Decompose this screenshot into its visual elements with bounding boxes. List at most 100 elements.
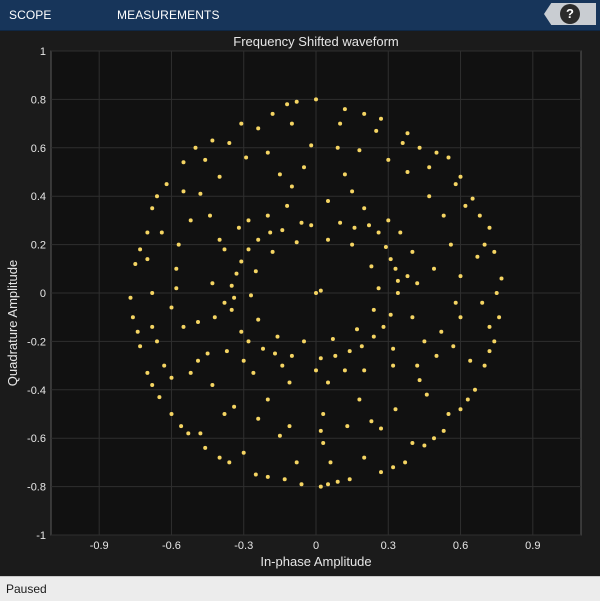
data-point [355,327,359,332]
data-point [229,283,234,288]
data-point [434,150,439,155]
data-point [371,307,376,312]
data-point [174,266,179,271]
data-point [256,126,261,131]
data-point [150,324,155,329]
data-point [256,416,261,421]
data-point [427,194,432,199]
data-point [314,291,318,295]
data-point [198,191,203,196]
x-tick-label: 0.9 [525,540,540,552]
data-point [342,107,347,112]
data-point [205,351,210,356]
data-point [294,240,299,245]
data-point [499,276,504,281]
data-point [388,312,393,317]
data-point [234,271,239,276]
data-point [441,213,446,218]
data-point [473,387,477,392]
data-point [386,218,391,223]
help-icon[interactable]: ? [560,4,580,24]
data-point [342,368,347,373]
data-point [328,460,333,465]
data-point [357,148,362,153]
data-point [434,353,439,358]
data-point [405,274,410,279]
data-point [222,412,227,416]
data-point [181,160,186,165]
y-tick-label: 0.2 [31,240,46,252]
data-point [410,249,415,254]
y-tick-label: -0.8 [27,482,46,494]
x-tick-label: 0 [313,540,319,552]
data-point [480,300,485,305]
data-point [159,230,164,235]
tab-scope[interactable]: SCOPE [9,8,52,22]
data-point [497,315,502,320]
data-point [417,378,422,383]
data-point [395,278,400,283]
data-point [246,218,251,223]
data-point [285,102,290,107]
data-point [326,237,330,242]
data-point [210,383,215,387]
data-point [482,363,487,368]
data-point [362,455,367,460]
data-point [432,266,436,271]
data-point [294,99,299,104]
data-point [374,128,379,133]
data-point [451,344,456,349]
data-point [265,213,270,218]
data-point [369,419,374,424]
status-text: Paused [6,582,47,596]
data-point [186,431,191,436]
y-tick-label: -0.4 [27,385,46,397]
data-point [453,182,458,187]
data-point [352,225,357,230]
data-points [128,97,504,489]
data-point [453,300,458,305]
data-point [468,358,473,363]
data-point [265,397,270,402]
data-point [217,174,222,179]
data-point [458,274,463,279]
x-tick-label: 0.3 [381,540,396,552]
tab-measurements[interactable]: MEASUREMENTS [117,8,220,22]
data-point [133,262,138,266]
data-point [244,155,249,160]
y-axis-label: Quadrature Amplitude [5,260,20,386]
data-point [342,172,347,177]
data-point [239,259,244,264]
data-point [318,484,323,489]
data-point [458,315,463,320]
data-point [275,334,280,339]
data-point [410,441,415,445]
y-tick-label: -0.6 [27,433,46,445]
data-point [321,412,326,416]
data-point [367,223,371,228]
data-point [347,349,352,354]
data-point [487,324,492,329]
data-point [198,431,203,436]
y-tick-label: 0.6 [31,143,46,155]
data-point [338,220,343,225]
data-point [169,412,174,416]
data-point [157,395,162,400]
y-tick-label: 0.4 [31,191,46,203]
data-point [330,337,335,341]
data-point [196,358,200,363]
data-point [162,363,167,368]
data-point [410,315,415,320]
data-point [463,203,468,208]
data-point [393,266,398,271]
data-point [492,339,497,344]
data-point [287,380,292,385]
y-tick-label: 0.8 [31,94,46,106]
data-point [362,206,367,211]
data-point [492,249,497,254]
status-bar: Paused [0,576,600,601]
data-point [265,150,270,155]
data-point [210,138,215,143]
data-point [150,291,155,295]
data-point [203,445,208,450]
